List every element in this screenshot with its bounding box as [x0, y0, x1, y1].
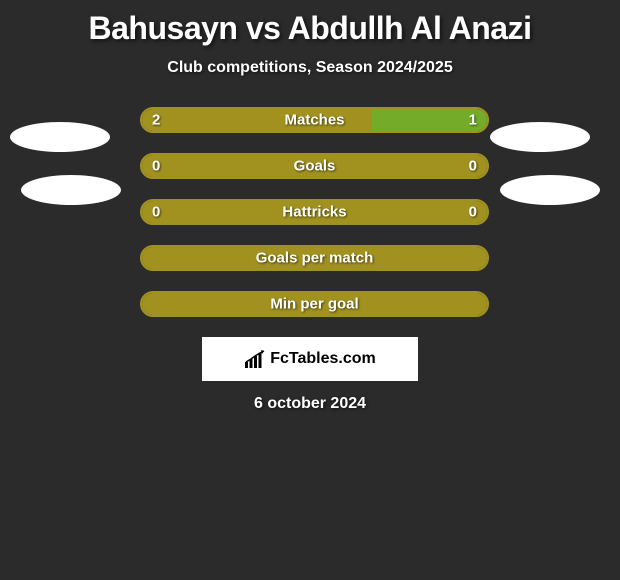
stat-label: Matches — [284, 112, 344, 129]
stat-label: Min per goal — [270, 296, 358, 313]
brand-text: FcTables.com — [270, 350, 376, 368]
stat-row: Goals per match — [0, 245, 620, 271]
stat-row: Min per goal — [0, 291, 620, 317]
stat-value-right: 0 — [469, 158, 477, 175]
stat-bar: Min per goal — [140, 291, 489, 317]
stat-bar: Goals per match — [140, 245, 489, 271]
stat-label: Goals per match — [256, 250, 374, 267]
stat-value-right: 0 — [469, 204, 477, 221]
stat-label: Hattricks — [282, 204, 346, 221]
stat-value-right: 1 — [469, 112, 477, 129]
stat-value-left: 2 — [152, 112, 160, 129]
chart-icon — [244, 350, 266, 368]
stat-row: 0 0 Goals — [0, 153, 620, 179]
stats-area: 2 1 Matches 0 0 Goals 0 0 Hattricks Goals per mat… — [0, 107, 620, 317]
stat-label: Goals — [294, 158, 336, 175]
date-text: 6 october 2024 — [0, 395, 620, 413]
stat-bar: 0 0 Goals — [140, 153, 489, 179]
stat-row: 0 0 Hattricks — [0, 199, 620, 225]
stat-value-left: 0 — [152, 204, 160, 221]
stat-row: 2 1 Matches — [0, 107, 620, 133]
stat-bar: 0 0 Hattricks — [140, 199, 489, 225]
page-subtitle: Club competitions, Season 2024/2025 — [0, 59, 620, 77]
stat-value-left: 0 — [152, 158, 160, 175]
stat-bar: 2 1 Matches — [140, 107, 489, 133]
page-title: Bahusayn vs Abdullh Al Anazi — [0, 0, 620, 47]
brand-box[interactable]: FcTables.com — [202, 337, 418, 381]
